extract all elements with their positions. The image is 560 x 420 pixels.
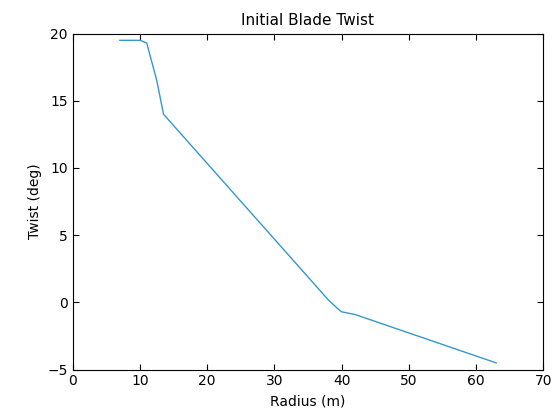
Title: Initial Blade Twist: Initial Blade Twist: [241, 13, 375, 28]
X-axis label: Radius (m): Radius (m): [270, 394, 346, 408]
Y-axis label: Twist (deg): Twist (deg): [28, 164, 42, 239]
